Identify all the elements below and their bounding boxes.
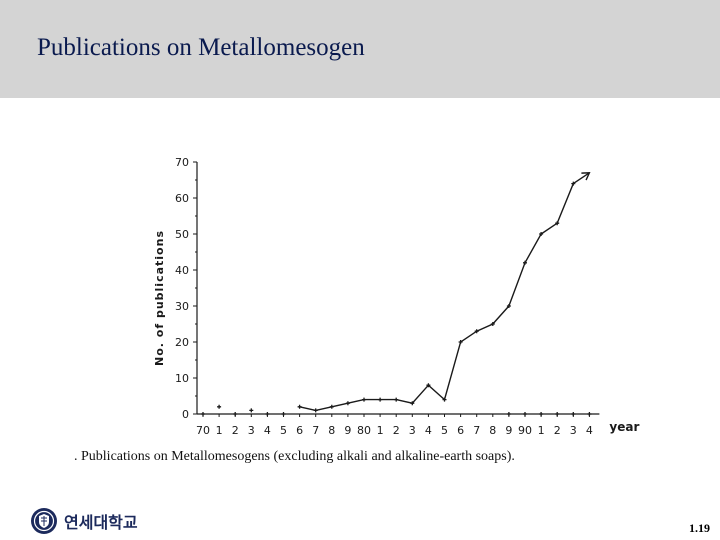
baseline-point bbox=[265, 412, 270, 416]
university-logo-text: 연세대학교 bbox=[64, 513, 138, 532]
series-point bbox=[555, 221, 560, 226]
x-tick-label: 4 bbox=[586, 424, 593, 437]
y-tick-label: 70 bbox=[175, 156, 189, 169]
x-tick-label: 3 bbox=[570, 424, 577, 437]
y-tick-label: 40 bbox=[175, 264, 189, 277]
x-tick-label: 8 bbox=[328, 424, 335, 437]
x-tick-label: 6 bbox=[296, 424, 303, 437]
y-tick-label: 30 bbox=[175, 300, 189, 313]
x-tick-label: 70 bbox=[196, 424, 210, 437]
x-tick-label: 4 bbox=[264, 424, 271, 437]
series-point bbox=[426, 383, 431, 388]
x-tick-label: 3 bbox=[409, 424, 416, 437]
series-point bbox=[490, 322, 495, 326]
series-point bbox=[362, 397, 366, 402]
series-point bbox=[329, 404, 334, 409]
series-point bbox=[378, 397, 383, 402]
series-point bbox=[474, 329, 479, 334]
series-arrow-head bbox=[581, 172, 591, 181]
baseline-point bbox=[539, 412, 544, 416]
series-point bbox=[313, 408, 318, 413]
page-number: 1.19 bbox=[689, 521, 710, 535]
x-tick-label: 1 bbox=[538, 424, 545, 437]
x-tick-label: 9 bbox=[505, 424, 512, 437]
baseline-point bbox=[571, 412, 576, 416]
y-tick-label: 0 bbox=[182, 408, 189, 421]
series-point bbox=[410, 401, 415, 406]
x-tick-label: 3 bbox=[248, 424, 255, 437]
chart-figure: 0 10 20 30 40 50 60 70 No. of publications 70 1 2 3 4… bbox=[72, 114, 648, 474]
x-tick-label: 5 bbox=[280, 424, 287, 437]
university-logo: 연세대학교 bbox=[30, 505, 138, 537]
baseline-point bbox=[201, 412, 205, 416]
x-tick-label: 90 bbox=[518, 424, 532, 437]
baseline-point bbox=[523, 412, 527, 416]
early-point bbox=[249, 408, 254, 413]
x-tick-label: 80 bbox=[357, 424, 371, 437]
x-tick-label: 8 bbox=[489, 424, 496, 437]
y-axis-title: No. of publications bbox=[153, 230, 166, 366]
x-tick-label: 2 bbox=[232, 424, 239, 437]
baseline-point bbox=[506, 412, 511, 416]
x-tick-label: 7 bbox=[312, 424, 319, 437]
title-bar bbox=[0, 0, 720, 98]
y-tick-label: 60 bbox=[175, 192, 189, 205]
series-point bbox=[571, 181, 576, 186]
figure-caption: . Publications on Metallomesogens (exclu… bbox=[74, 449, 515, 464]
baseline-point bbox=[281, 412, 286, 416]
x-tick-label: 6 bbox=[457, 424, 464, 437]
baseline-point bbox=[587, 412, 592, 416]
slide-title: Publications on Metallomesogen bbox=[37, 34, 365, 61]
x-tick-label: 2 bbox=[393, 424, 400, 437]
x-tick-label: 1 bbox=[377, 424, 384, 437]
series-line bbox=[299, 172, 590, 412]
x-tick-label: 2 bbox=[554, 424, 561, 437]
series-point bbox=[506, 304, 511, 308]
series-point bbox=[523, 260, 527, 265]
x-axis-title: year bbox=[609, 420, 639, 434]
series-point bbox=[442, 397, 447, 402]
university-emblem-icon bbox=[31, 508, 57, 534]
series-point bbox=[394, 397, 399, 402]
x-tick-label: 7 bbox=[473, 424, 480, 437]
series-point bbox=[345, 401, 350, 406]
x-tick-label: 9 bbox=[344, 424, 351, 437]
series-point bbox=[458, 340, 463, 344]
baseline-point bbox=[233, 412, 238, 416]
series-point bbox=[297, 404, 302, 409]
series-point bbox=[539, 232, 544, 236]
y-tick-label: 50 bbox=[175, 228, 189, 241]
x-tick-label: 4 bbox=[425, 424, 432, 437]
early-point bbox=[217, 404, 222, 409]
y-tick-label: 10 bbox=[175, 372, 189, 385]
x-tick-label: 1 bbox=[216, 424, 223, 437]
x-tick-label: 5 bbox=[441, 424, 448, 437]
y-tick-label: 20 bbox=[175, 336, 189, 349]
baseline-point bbox=[555, 412, 560, 416]
